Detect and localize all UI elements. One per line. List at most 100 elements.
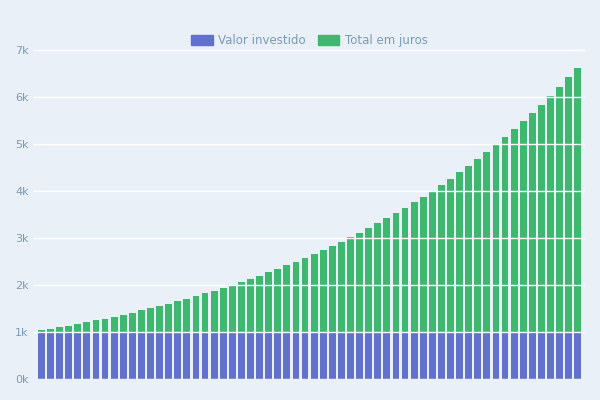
Bar xyxy=(47,332,54,379)
Bar xyxy=(484,152,490,332)
Bar xyxy=(574,68,581,332)
Bar xyxy=(184,332,190,379)
Bar xyxy=(365,332,372,379)
Bar xyxy=(184,299,190,332)
Bar xyxy=(38,332,45,379)
Bar xyxy=(392,213,400,332)
Bar xyxy=(302,332,308,379)
Bar xyxy=(383,218,390,332)
Bar xyxy=(538,332,545,379)
Bar xyxy=(74,324,81,332)
Bar xyxy=(438,332,445,379)
Bar xyxy=(65,332,72,379)
Bar xyxy=(320,250,326,332)
Bar xyxy=(392,332,400,379)
Bar xyxy=(202,332,208,379)
Bar xyxy=(293,262,299,332)
Bar xyxy=(493,145,499,332)
Bar xyxy=(401,332,409,379)
Bar xyxy=(211,291,218,332)
Bar xyxy=(502,137,508,332)
Bar xyxy=(274,269,281,332)
Bar xyxy=(465,166,472,332)
Bar xyxy=(175,332,181,379)
Bar xyxy=(129,332,136,379)
Bar xyxy=(120,314,127,332)
Bar xyxy=(111,316,118,332)
Bar xyxy=(220,332,227,379)
Bar xyxy=(302,258,308,332)
Bar xyxy=(475,159,481,332)
Bar xyxy=(238,282,245,332)
Bar xyxy=(338,332,345,379)
Bar xyxy=(165,304,172,332)
Bar xyxy=(320,332,326,379)
Bar xyxy=(547,332,554,379)
Bar xyxy=(438,185,445,332)
Bar xyxy=(338,242,345,332)
Bar xyxy=(56,327,63,332)
Bar xyxy=(83,322,91,332)
Bar xyxy=(193,332,199,379)
Bar xyxy=(556,332,563,379)
Bar xyxy=(238,332,245,379)
Bar xyxy=(293,332,299,379)
Bar xyxy=(465,332,472,379)
Bar xyxy=(283,332,290,379)
Bar xyxy=(211,332,218,379)
Bar xyxy=(374,332,381,379)
Bar xyxy=(83,332,91,379)
Bar xyxy=(365,228,372,332)
Bar xyxy=(120,332,127,379)
Bar xyxy=(529,113,536,332)
Bar xyxy=(374,223,381,332)
Bar xyxy=(138,310,145,332)
Legend: Valor investido, Total em juros: Valor investido, Total em juros xyxy=(187,30,433,52)
Bar xyxy=(92,320,100,332)
Bar xyxy=(574,332,581,379)
Bar xyxy=(356,332,363,379)
Bar xyxy=(529,332,536,379)
Bar xyxy=(65,326,72,332)
Bar xyxy=(547,96,554,332)
Bar xyxy=(420,197,427,332)
Bar xyxy=(283,266,290,332)
Bar xyxy=(420,332,427,379)
Bar xyxy=(111,332,118,379)
Bar xyxy=(520,122,527,332)
Bar xyxy=(175,301,181,332)
Bar xyxy=(229,332,236,379)
Bar xyxy=(156,332,163,379)
Bar xyxy=(538,105,545,332)
Bar xyxy=(311,254,317,332)
Bar xyxy=(411,332,418,379)
Bar xyxy=(356,233,363,332)
Bar xyxy=(511,129,518,332)
Bar xyxy=(329,332,336,379)
Bar xyxy=(265,272,272,332)
Bar xyxy=(92,332,100,379)
Bar xyxy=(56,332,63,379)
Bar xyxy=(156,306,163,332)
Bar xyxy=(101,332,109,379)
Bar xyxy=(556,87,563,332)
Bar xyxy=(456,172,463,332)
Bar xyxy=(229,285,236,332)
Bar xyxy=(565,78,572,332)
Bar xyxy=(383,332,390,379)
Bar xyxy=(202,294,208,332)
Bar xyxy=(247,332,254,379)
Bar xyxy=(147,332,154,379)
Bar xyxy=(256,276,263,332)
Bar xyxy=(147,308,154,332)
Bar xyxy=(447,332,454,379)
Bar xyxy=(429,332,436,379)
Bar xyxy=(475,332,481,379)
Bar xyxy=(347,332,354,379)
Bar xyxy=(401,208,409,332)
Bar xyxy=(220,288,227,332)
Bar xyxy=(520,332,527,379)
Bar xyxy=(311,332,317,379)
Bar xyxy=(138,332,145,379)
Bar xyxy=(347,238,354,332)
